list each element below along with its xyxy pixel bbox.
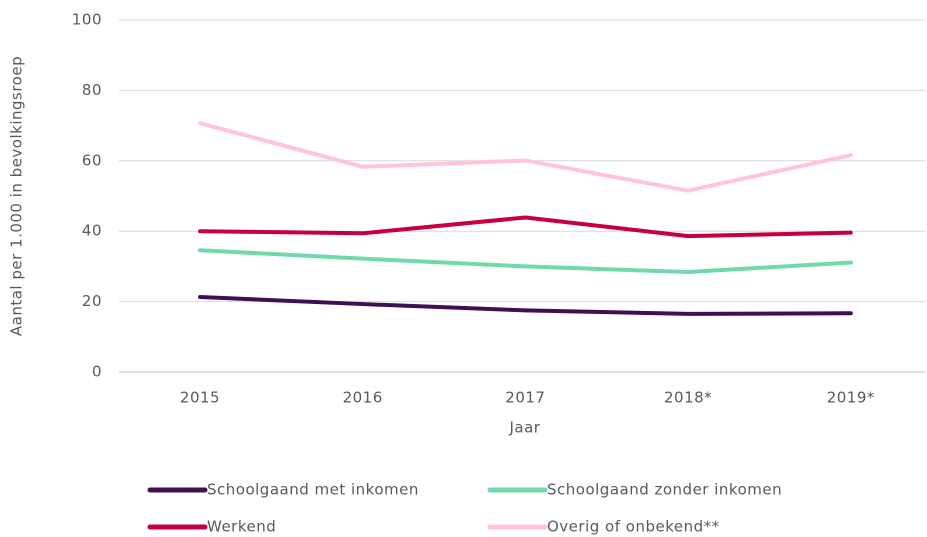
y-tick-label: 100 — [72, 11, 102, 29]
y-tick-label: 40 — [82, 222, 102, 240]
legend-label: Schoolgaand zonder inkomen — [547, 481, 782, 499]
x-tick-label: 2015 — [180, 389, 220, 407]
series-line — [198, 295, 853, 316]
series-line — [198, 248, 853, 275]
y-tick-label: 80 — [82, 81, 102, 99]
legend-label: Werkend — [207, 518, 276, 536]
x-tick-label: 2019* — [827, 389, 875, 407]
legend-label: Overig of onbekend** — [547, 518, 720, 536]
y-tick-label: 0 — [92, 363, 102, 381]
y-tick-label: 60 — [82, 151, 102, 169]
x-tick-label: 2018* — [664, 389, 712, 407]
series-line — [198, 121, 853, 193]
series-line — [198, 215, 853, 239]
x-tick-label: 2016 — [343, 389, 383, 407]
x-axis-label: Jaar — [509, 419, 541, 437]
y-tick-label: 20 — [82, 292, 102, 310]
x-tick-label: 2017 — [505, 389, 545, 407]
legend-label: Schoolgaand met inkomen — [207, 481, 419, 499]
y-axis-label: Aantal per 1.000 in bevolkingsroep — [8, 56, 26, 336]
